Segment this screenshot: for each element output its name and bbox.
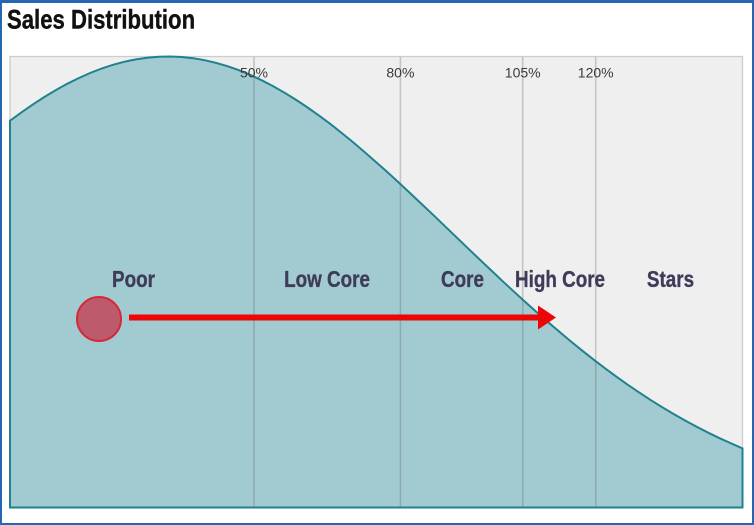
svg-text:Sales Distribution: Sales Distribution	[7, 6, 195, 36]
svg-text:Low Core: Low Core	[284, 267, 370, 292]
svg-text:High Core: High Core	[515, 267, 605, 292]
svg-text:105%: 105%	[505, 65, 541, 81]
svg-text:50%: 50%	[240, 65, 268, 81]
svg-text:80%: 80%	[386, 65, 414, 81]
svg-text:Poor: Poor	[112, 267, 155, 292]
svg-text:Stars: Stars	[647, 267, 694, 292]
svg-text:Core: Core	[441, 267, 484, 292]
svg-text:120%: 120%	[578, 65, 614, 81]
